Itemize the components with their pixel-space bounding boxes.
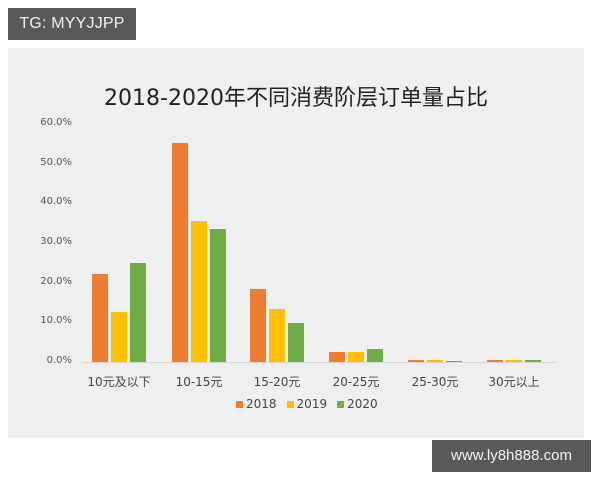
legend-item-2020: 2020 [337, 397, 378, 411]
legend-item-2018: 2018 [236, 397, 277, 411]
x-tick-label: 25-30元 [411, 375, 459, 389]
bar-2019 [111, 312, 127, 362]
bar-2018 [329, 352, 345, 362]
legend-label: 2018 [246, 397, 277, 411]
x-tick-label: 10元及以下 [87, 375, 151, 389]
bar-2020 [525, 360, 541, 362]
x-axis-line [82, 362, 556, 363]
bar-2018 [250, 289, 266, 362]
legend-label: 2020 [347, 397, 378, 411]
bar-2020 [130, 263, 146, 362]
y-tick-label: 0.0% [46, 355, 72, 366]
chart-title: 2018-2020年不同消费阶层订单量占比 [104, 86, 488, 111]
y-tick-label: 40.0% [40, 196, 72, 208]
bar-2019 [506, 360, 522, 362]
legend-label: 2019 [296, 397, 328, 411]
y-tick-label: 20.0% [40, 275, 72, 287]
bar-2019 [269, 308, 285, 362]
legend-swatch-icon [286, 400, 294, 408]
watermark-bottom-right: www.ly8h888.com [432, 440, 591, 472]
x-tick-label: 15-20元 [253, 375, 301, 389]
bar-2020 [288, 323, 304, 362]
bar-2020 [446, 360, 462, 362]
y-tick-label: 50.0% [40, 156, 72, 168]
bar-2018 [92, 273, 108, 362]
legend-swatch-icon [337, 400, 345, 408]
bar-2019 [427, 360, 443, 362]
legend-swatch-icon [236, 400, 243, 408]
bar-2020 [367, 348, 383, 362]
bar-2019 [191, 221, 207, 362]
y-tick-label: 30.0% [40, 236, 72, 247]
legend-item-2019: 2019 [286, 397, 328, 411]
bar-2018 [487, 360, 503, 362]
bar-2018 [408, 360, 424, 362]
bar-2020 [210, 229, 226, 362]
x-tick-label: 20-25元 [332, 375, 380, 389]
y-tick-label: 10.0% [40, 315, 72, 327]
legend: 2018 2019 2020 [236, 397, 378, 411]
watermark-top-left: TG: MYYJJPP [8, 8, 136, 40]
x-tick-label: 30元以上 [488, 375, 540, 389]
chart-panel [8, 48, 584, 438]
bar-2019 [348, 351, 364, 362]
y-tick-label: 60.0% [40, 117, 72, 128]
x-tick-label: 10-15元 [175, 375, 223, 389]
bar-2018 [172, 143, 188, 362]
